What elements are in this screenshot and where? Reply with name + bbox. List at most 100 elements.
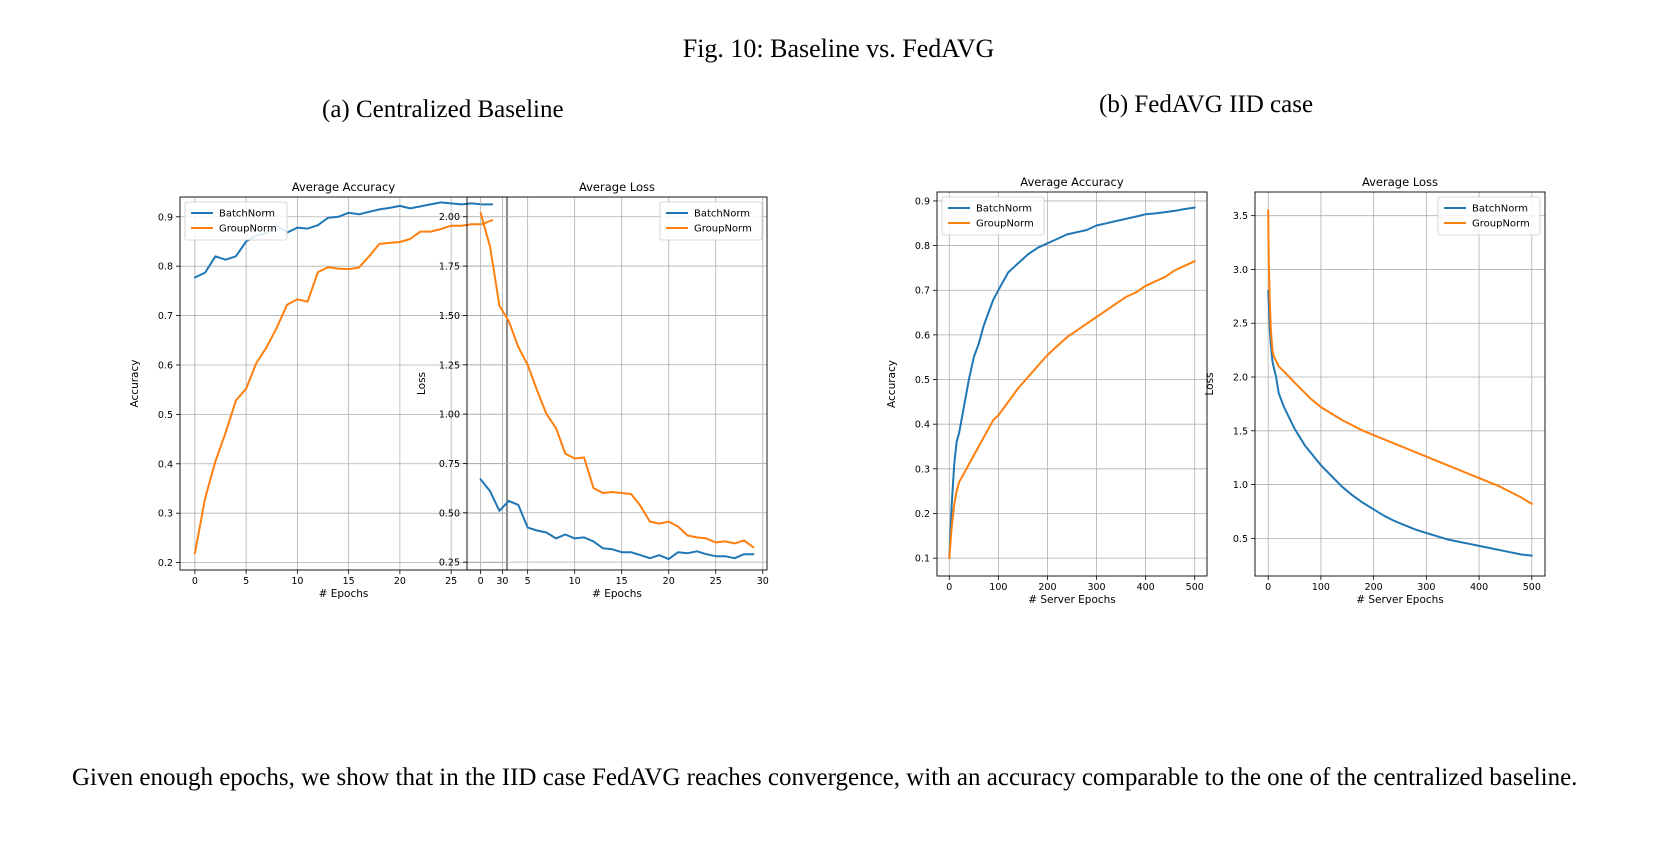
y-tick-label: 0.5 [1233, 534, 1248, 545]
x-tick-label: 25 [445, 576, 457, 587]
x-tick-label: 0 [478, 576, 484, 587]
x-tick-label: 0 [192, 576, 198, 587]
x-tick-label: 30 [757, 576, 769, 587]
legend-label-groupnorm: GroupNorm [1472, 219, 1530, 230]
series-line-batchnorm [948, 206, 1196, 560]
y-tick-label: 3.5 [1233, 211, 1248, 222]
chart-title: Average Accuracy [1020, 175, 1124, 189]
x-tick-label: 400 [1137, 582, 1155, 593]
y-tick-label: 0.5 [158, 410, 173, 421]
y-tick-label: 0.4 [158, 459, 173, 470]
chart-baseline-loss: 0 5 10 15 20 25 30 0.25 0.50 0.75 1.00 1.25 1.50 1.75… [416, 180, 769, 600]
series-line-batchnorm [479, 478, 755, 561]
x-tick-label: 500 [1523, 582, 1541, 593]
x-tick-label: 500 [1186, 582, 1204, 593]
y-tick-label: 0.8 [158, 262, 173, 273]
y-tick-label: 0.75 [439, 459, 460, 470]
legend-box [184, 201, 288, 241]
x-tick-label: 10 [291, 576, 303, 587]
x-tick-label: 5 [243, 576, 249, 587]
x-tick-label: 20 [394, 576, 406, 587]
x-tick-label: 30 [496, 576, 508, 587]
legend-label-groupnorm: GroupNorm [219, 224, 277, 235]
y-tick-label: 2.5 [1233, 319, 1248, 330]
y-tick-label: 1.25 [439, 360, 460, 371]
y-tick-label: 0.3 [158, 509, 173, 520]
x-tick-label: 20 [663, 576, 675, 587]
legend-label-groupnorm: GroupNorm [694, 224, 752, 235]
x-axis-label: # Server Epochs [1356, 594, 1444, 606]
y-tick-label: 1.75 [439, 262, 460, 273]
y-tick-label: 1.0 [1233, 480, 1248, 491]
legend: BatchNorm GroupNorm [1437, 196, 1541, 236]
series-line-groupnorm [948, 260, 1196, 560]
figure-title: Fig. 10: Baseline vs. FedAVG [682, 34, 995, 63]
x-tick-label: 5 [525, 576, 531, 587]
chart-title: Average Loss [579, 180, 655, 194]
y-tick-label: 0.9 [915, 196, 930, 207]
x-tick-label: 0 [1265, 582, 1271, 593]
y-tick-label: 3.0 [1233, 265, 1248, 276]
x-tick-label: 200 [1038, 582, 1056, 593]
y-axis-label: Accuracy [886, 360, 898, 408]
legend-label-batchnorm: BatchNorm [694, 209, 750, 220]
y-tick-label: 0.7 [915, 286, 930, 297]
y-tick-label: 1.5 [1233, 426, 1248, 437]
y-tick-label: 0.5 [915, 375, 930, 386]
y-axis-label: Loss [1204, 372, 1216, 395]
legend-box [1437, 196, 1541, 236]
y-tick-label: 0.8 [915, 241, 930, 252]
y-tick-label: 0.6 [158, 360, 173, 371]
legend-label-batchnorm: BatchNorm [1472, 204, 1528, 215]
series-line-groupnorm [193, 219, 494, 555]
legend: BatchNorm GroupNorm [184, 201, 288, 241]
x-tick-label: 0 [946, 582, 952, 593]
legend: BatchNorm GroupNorm [941, 196, 1045, 236]
y-tick-label: 2.0 [1233, 373, 1248, 384]
chart-fedavg-loss: 0 100 200 300 400 500 0.5 1.0 1.5 2.0 2.5 3.0 3.5 Ave… [1204, 175, 1546, 606]
x-tick-label: 10 [569, 576, 581, 587]
chart-baseline-accuracy: 0 5 10 15 20 25 30 0.2 0.3 0.4 0.5 0.6 0.7 0.8 0.9 Aver… [129, 180, 508, 600]
y-tick-label: 0.1 [915, 554, 930, 565]
x-axis-label: # Epochs [319, 588, 369, 600]
y-tick-label: 0.2 [158, 558, 173, 569]
subfigure-a-label: (a) Centralized Baseline [322, 96, 564, 123]
legend-label-batchnorm: BatchNorm [976, 204, 1032, 215]
x-tick-label: 200 [1365, 582, 1383, 593]
plot-frame [1254, 191, 1546, 577]
x-tick-label: 100 [1312, 582, 1330, 593]
y-axis-label: Loss [416, 372, 428, 395]
legend-box [659, 201, 763, 241]
legend-box [941, 196, 1045, 236]
x-tick-label: 100 [989, 582, 1007, 593]
y-tick-label: 0.6 [915, 330, 930, 341]
plot-frame [179, 196, 508, 571]
series-line-batchnorm [193, 201, 494, 279]
x-tick-label: 15 [343, 576, 355, 587]
y-tick-label: 2.00 [439, 212, 460, 223]
x-tick-label: 15 [616, 576, 628, 587]
y-tick-label: 0.7 [158, 311, 173, 322]
x-axis-label: # Epochs [592, 588, 642, 600]
y-tick-label: 0.2 [915, 509, 930, 520]
series-line-groupnorm [1267, 209, 1533, 505]
x-tick-label: 300 [1087, 582, 1105, 593]
plot-frame [466, 196, 768, 571]
y-tick-label: 0.3 [915, 464, 930, 475]
y-tick-label: 1.50 [439, 311, 460, 322]
chart-fedavg-accuracy: 0 100 200 300 400 500 0.1 0.2 0.3 0.4 0.5 0.6 0.7 0.8… [886, 175, 1208, 606]
legend: BatchNorm GroupNorm [659, 201, 763, 241]
x-tick-label: 300 [1417, 582, 1435, 593]
y-tick-label: 0.25 [439, 558, 460, 569]
y-tick-label: 0.4 [915, 420, 930, 431]
x-tick-label: 400 [1470, 582, 1488, 593]
chart-title: Average Accuracy [292, 180, 396, 194]
chart-title: Average Loss [1362, 175, 1438, 189]
y-tick-label: 0.50 [439, 508, 460, 519]
plot-frame [936, 191, 1208, 577]
y-tick-label: 0.9 [158, 212, 173, 223]
series-line-batchnorm [1267, 290, 1533, 557]
y-tick-label: 1.00 [439, 410, 460, 421]
body-paragraph: Given enough epochs, we show that in the… [72, 764, 1578, 791]
legend-label-batchnorm: BatchNorm [219, 209, 275, 220]
